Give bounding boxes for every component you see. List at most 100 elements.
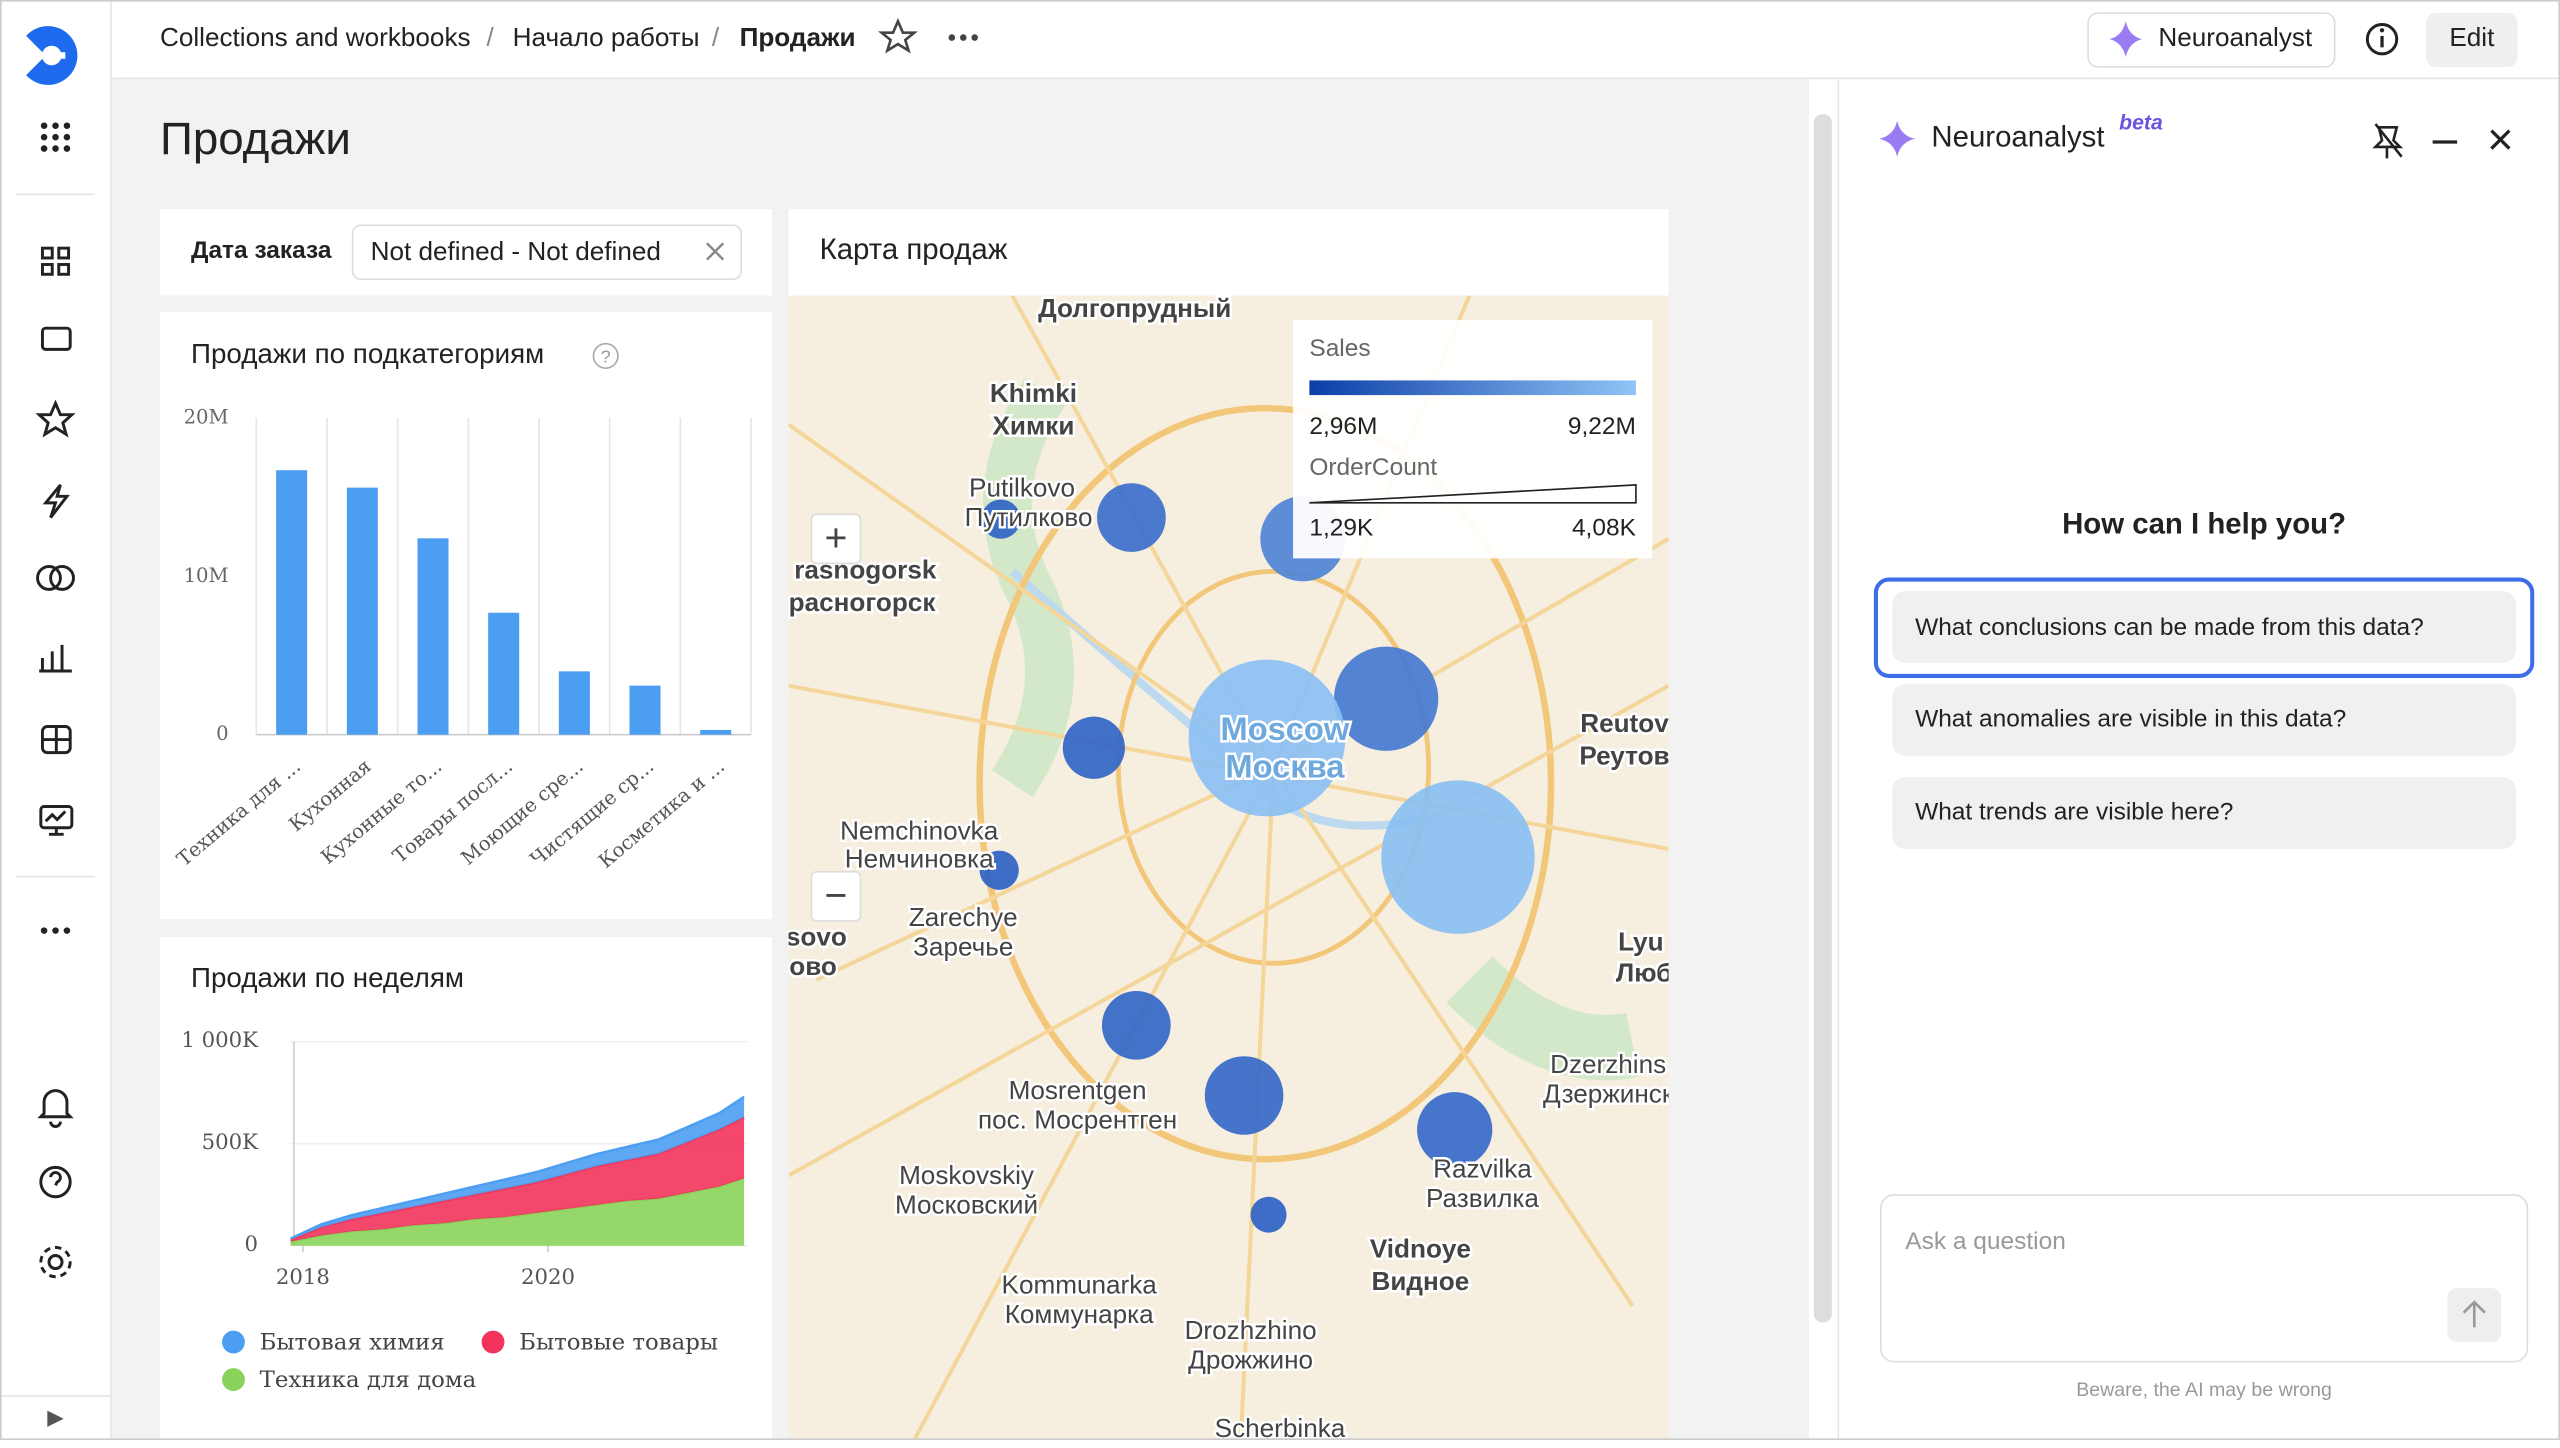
zoom-sign: + (824, 517, 847, 560)
breadcrumb[interactable]: Collections and workbooks (160, 22, 471, 52)
logo[interactable] (26, 26, 78, 85)
clear-button[interactable] (706, 242, 725, 261)
workbooks-icon[interactable] (40, 326, 72, 351)
close-button[interactable] (2490, 129, 2511, 150)
map-label: Nemchinovka (840, 816, 999, 846)
apps-icon[interactable] (40, 122, 71, 152)
map-label: Развилка (1426, 1183, 1539, 1213)
color-scale (1309, 380, 1636, 396)
map-label: Дрожжино (1188, 1345, 1313, 1375)
legend-label: Техника для дома (260, 1367, 477, 1393)
charts-icon[interactable] (39, 644, 72, 673)
notifications-icon[interactable] (37, 1089, 74, 1128)
favorite-button[interactable] (877, 17, 918, 54)
prompt: How can I help you? (2062, 507, 2346, 540)
bubble (1101, 990, 1171, 1060)
bar-widget (159, 311, 773, 920)
map-label: пос. Мосрентген (978, 1105, 1177, 1135)
more-icon[interactable] (40, 927, 71, 934)
bubble (1381, 780, 1535, 934)
legend-label: Бытовые товары (519, 1330, 718, 1356)
suggestion-text: What anomalies are visible in this data? (1915, 705, 2346, 732)
map-label: Москва (1225, 748, 1345, 785)
legend-value: 4,08K (1572, 514, 1637, 541)
bubble (1250, 1196, 1287, 1233)
favorites-icon[interactable] (35, 399, 76, 438)
map-label: Zarechye (909, 902, 1018, 932)
bar (488, 612, 520, 735)
bar (629, 685, 661, 735)
legend-title: Sales (1309, 335, 1370, 362)
help-icon[interactable] (39, 1165, 72, 1199)
suggestion[interactable] (1892, 684, 2516, 756)
filter-value: Not defined - Not defined (371, 236, 661, 266)
y-tick-label: 1 000K (181, 1028, 259, 1053)
x-tick-label: 2018 (276, 1265, 330, 1290)
settings-icon[interactable] (39, 1245, 72, 1279)
connections-icon[interactable] (42, 483, 70, 519)
map-label: Reutov (1580, 708, 1669, 738)
map-label: Люб (1616, 958, 1672, 988)
sidebar (0, 0, 112, 1440)
map-label: Химки (993, 411, 1075, 441)
legend-marker (481, 1330, 505, 1354)
button-label: Neuroanalyst (2158, 22, 2313, 52)
breadcrumb[interactable]: Начало работы (513, 22, 700, 52)
legend-value: 9,22M (1568, 413, 1636, 440)
filter-label: Дата заказа (191, 237, 332, 264)
map-label: Scherbinka (1215, 1413, 1346, 1440)
neuroanalyst-button[interactable] (2087, 12, 2336, 68)
datasets-icon[interactable] (36, 565, 75, 591)
map-label: Коммунарка (1005, 1299, 1154, 1329)
expand-icon[interactable] (47, 1410, 64, 1427)
bubble (1417, 1092, 1493, 1168)
zoom-button[interactable] (810, 871, 862, 922)
map-label: Razvilka (1433, 1154, 1532, 1184)
chart-title: Продажи по неделям (191, 962, 464, 993)
bubble (979, 850, 1019, 890)
bubble (1097, 483, 1166, 552)
edit-button[interactable] (2426, 13, 2518, 67)
legend-title: OrderCount (1309, 454, 1437, 481)
map-label: Реутов (1579, 740, 1669, 770)
y-tick-label: 10M (184, 564, 229, 587)
dashboards-icon[interactable] (40, 725, 72, 755)
reports-icon[interactable] (39, 805, 74, 836)
scrollbar[interactable] (1813, 114, 1832, 1323)
button-label: Edit (2449, 22, 2495, 52)
zoom-sign: − (824, 874, 847, 917)
map-label: Немчиновка (845, 843, 994, 873)
suggestion-text: What conclusions can be made from this d… (1915, 614, 2424, 641)
zoom-button[interactable] (810, 513, 862, 565)
map-label: Dzerzhins (1550, 1049, 1666, 1079)
help-mark: ? (601, 346, 611, 366)
area-edge (290, 1095, 745, 1240)
help-icon (592, 342, 619, 369)
map-label: Kommunarka (1002, 1269, 1158, 1299)
suggestion[interactable] (1892, 777, 2516, 849)
map-label: Долгопрудный (1038, 293, 1231, 323)
map-label: расногорск (789, 587, 937, 617)
area-edge (290, 1116, 745, 1241)
bar (276, 470, 308, 735)
ring-road (1115, 568, 1432, 966)
info-button[interactable] (2365, 23, 2399, 56)
question-input[interactable] (1879, 1194, 2529, 1363)
suggestion[interactable] (1892, 591, 2516, 663)
map-label: Vidnoye (1370, 1234, 1471, 1264)
map-label: Lyu (1618, 927, 1663, 957)
filter-input[interactable] (351, 224, 743, 280)
map-label: ово (789, 951, 837, 981)
bubble (981, 499, 1021, 539)
more-button[interactable] (948, 34, 978, 41)
disclaimer: Beware, the AI may be wrong (2076, 1379, 2332, 1401)
map-feature (1446, 956, 1640, 1081)
collections-icon[interactable] (40, 246, 71, 276)
pin-button[interactable] (2372, 123, 2404, 159)
breadcrumb-current: Продажи (740, 22, 856, 52)
separator: / (712, 22, 720, 52)
bubble (1188, 659, 1346, 817)
legend-value: 2,96M (1309, 413, 1377, 440)
